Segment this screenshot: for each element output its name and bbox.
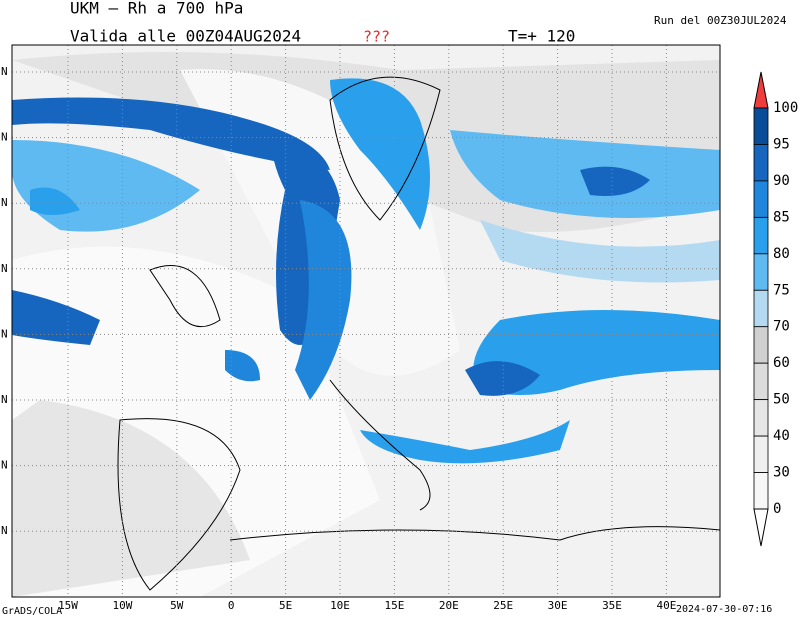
colorbar-box — [753, 144, 769, 182]
colorbar-box — [753, 107, 769, 145]
x-label: 35E — [602, 599, 622, 612]
forecast-step: T=+ 120 — [508, 27, 575, 46]
colorbar-label: 85 — [773, 209, 790, 225]
y-label: N — [1, 393, 8, 406]
graticule — [12, 45, 720, 597]
x-label: 0 — [228, 599, 235, 612]
y-label: N — [1, 327, 8, 340]
x-label: 5E — [279, 599, 292, 612]
x-label: 40E — [656, 599, 676, 612]
x-label: 25E — [493, 599, 513, 612]
title: UKM – Rh a 700 hPa — [70, 0, 243, 18]
map — [11, 44, 721, 598]
colorbar-box — [753, 180, 769, 218]
colorbar-label: 80 — [773, 246, 790, 262]
colorbar-box — [753, 472, 769, 510]
colorbar-label: 40 — [773, 428, 790, 444]
y-label: N — [1, 131, 8, 144]
colorbar-label: 90 — [773, 173, 790, 189]
x-label: 30E — [548, 599, 568, 612]
x-label: 10E — [330, 599, 350, 612]
map-frame — [11, 44, 721, 598]
colorbar-label: 75 — [773, 282, 790, 298]
colorbar-box — [753, 289, 769, 328]
credit: GrADS/COLA — [2, 606, 62, 617]
x-label: 5W — [170, 599, 184, 612]
colorbar-box — [753, 326, 769, 364]
x-label: 15W — [58, 599, 78, 612]
run-time: Run del 00Z30JUL2024 — [654, 14, 787, 27]
timestamp: 2024-07-30-07:16 — [676, 604, 772, 615]
colorbar-box — [753, 399, 769, 437]
x-label: 20E — [439, 599, 459, 612]
colorbar-label: 0 — [773, 501, 781, 517]
y-label: N — [1, 524, 8, 537]
colorbar-label: 95 — [773, 136, 790, 152]
colorbar-label: 100 — [773, 100, 798, 116]
colorbar-box — [753, 216, 769, 255]
colorbar-label: 60 — [773, 355, 790, 371]
x-label: 15E — [384, 599, 404, 612]
y-label: N — [1, 65, 8, 78]
colorbar-box — [753, 253, 769, 291]
y-label: N — [1, 196, 8, 209]
colorbar: 100 95 90 85 80 75 70 60 50 40 30 0 — [753, 71, 798, 547]
x-label: 10W — [112, 599, 132, 612]
colorbar-box — [753, 362, 769, 401]
y-label: N — [1, 459, 8, 472]
colorbar-top — [753, 71, 769, 109]
y-label: N — [1, 262, 8, 275]
valid-time: Valida alle 00Z04AUG2024 — [70, 27, 301, 46]
colorbar-box — [753, 435, 769, 473]
colorbar-label: 70 — [773, 319, 790, 335]
colorbar-label: 50 — [773, 392, 790, 408]
colorbar-label: 30 — [773, 465, 790, 481]
flag: ??? — [363, 28, 390, 46]
colorbar-bottom — [753, 508, 769, 547]
